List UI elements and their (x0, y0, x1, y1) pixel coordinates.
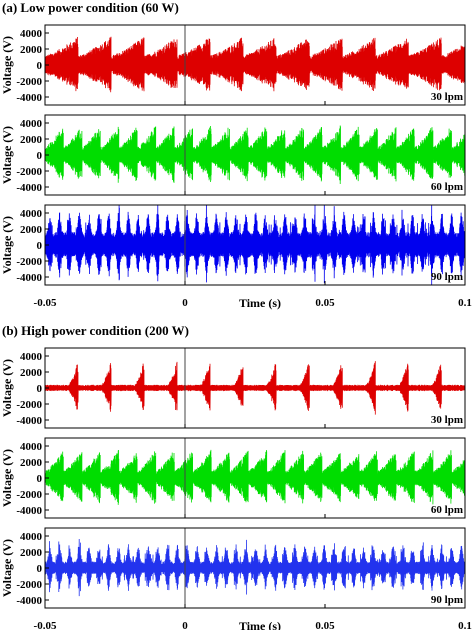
flow-rate-label: 90 lpm (431, 271, 463, 283)
y-tick-label: 0 (37, 473, 43, 485)
signal-trace (45, 205, 465, 285)
x-tick-label: 0.05 (315, 620, 335, 630)
y-tick-label: -4000 (16, 505, 42, 517)
x-tick-label: 0.1 (458, 620, 472, 630)
y-tick-label: -2000 (16, 256, 42, 268)
y-tick-label: 0 (37, 150, 43, 162)
y-tick-label: 0 (37, 240, 43, 252)
y-tick-label: 4000 (20, 118, 43, 130)
panel-title: (a) Low power condition (60 W) (2, 0, 179, 15)
signal-trace (45, 449, 465, 505)
y-tick-label: -4000 (16, 182, 42, 194)
y-axis-label: Voltage (V) (0, 359, 14, 417)
y-tick-label: 0 (37, 60, 43, 72)
x-axis-label: Time (s) (239, 619, 281, 630)
y-tick-label: 2000 (20, 367, 43, 379)
y-tick-label: 4000 (20, 208, 43, 220)
flow-rate-label: 60 lpm (431, 504, 463, 516)
x-tick-label: 0.05 (315, 297, 335, 309)
y-tick-label: 4000 (20, 28, 43, 40)
y-axis-label: Voltage (V) (0, 36, 14, 94)
y-tick-label: -4000 (16, 415, 42, 427)
y-tick-label: -2000 (16, 579, 42, 591)
y-tick-label: 2000 (20, 457, 43, 469)
y-tick-label: 4000 (20, 441, 43, 453)
x-axis-label: Time (s) (239, 296, 281, 310)
y-tick-label: 2000 (20, 134, 43, 146)
y-tick-label: -4000 (16, 272, 42, 284)
y-tick-label: -2000 (16, 166, 42, 178)
panel-title: (b) High power condition (200 W) (2, 323, 189, 338)
signal-trace (45, 538, 465, 597)
y-tick-label: -4000 (16, 92, 42, 104)
y-axis-label: Voltage (V) (0, 216, 14, 274)
flow-rate-label: 30 lpm (431, 414, 463, 426)
flow-rate-label: 90 lpm (431, 594, 463, 606)
y-tick-label: 0 (37, 563, 43, 575)
y-tick-label: -4000 (16, 595, 42, 607)
y-axis-label: Voltage (V) (0, 449, 14, 507)
y-tick-label: 2000 (20, 44, 43, 56)
y-tick-label: 4000 (20, 531, 43, 543)
y-tick-label: -2000 (16, 399, 42, 411)
y-tick-label: -2000 (16, 76, 42, 88)
signal-trace (45, 361, 465, 415)
y-axis-label: Voltage (V) (0, 539, 14, 597)
x-tick-label: -0.05 (34, 297, 57, 309)
x-tick-label: 0.1 (458, 297, 472, 309)
flow-rate-label: 60 lpm (431, 181, 463, 193)
signal-trace (45, 125, 465, 184)
x-tick-label: -0.05 (34, 620, 57, 630)
y-axis-label: Voltage (V) (0, 126, 14, 184)
x-tick-label: 0 (182, 297, 188, 309)
y-tick-label: 0 (37, 383, 43, 395)
y-tick-label: -2000 (16, 489, 42, 501)
y-tick-label: 4000 (20, 351, 43, 363)
signal-trace (45, 36, 465, 93)
y-tick-label: 2000 (20, 547, 43, 559)
flow-rate-label: 30 lpm (431, 91, 463, 103)
x-tick-label: 0 (182, 620, 188, 630)
y-tick-label: 2000 (20, 224, 43, 236)
